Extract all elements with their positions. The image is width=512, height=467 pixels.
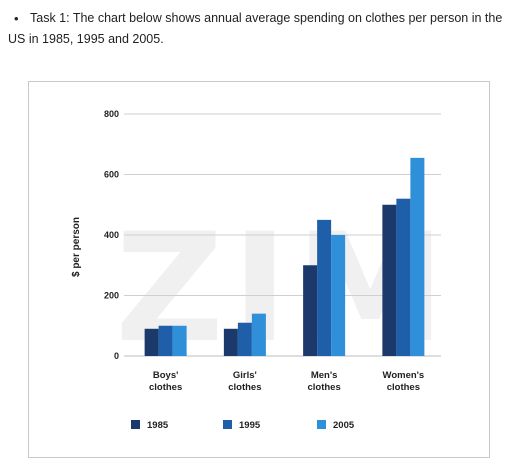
y-tick-label: 800 (104, 109, 119, 119)
bar-2005 (251, 313, 266, 356)
bar-1985 (144, 328, 159, 356)
x-tick-label: Women's clothes (383, 370, 425, 393)
y-tick-label: 400 (104, 230, 119, 240)
bullet-icon: • (14, 11, 19, 26)
task-line-1: Task 1: The chart below shows annual ave… (30, 11, 503, 25)
legend-label-2005: 2005 (333, 420, 355, 431)
bar-2005 (172, 325, 187, 356)
task-text: Task 1: The chart below shows annual ave… (8, 8, 504, 50)
legend-swatch-1985 (131, 420, 140, 429)
y-tick-label: 0 (114, 351, 119, 361)
legend-swatch-1995 (223, 420, 232, 429)
bar-1985 (303, 265, 318, 356)
bar-1995 (237, 322, 252, 356)
legend-label-1995: 1995 (239, 420, 261, 431)
chart-frame: ZIM 0 200 400 600 800 $ per person Boys' clothes… (28, 81, 490, 458)
bar-1985 (382, 204, 397, 356)
y-axis-label: $ per person (71, 217, 82, 277)
bar-2005 (410, 157, 425, 356)
bar-2005 (331, 235, 346, 356)
task-line-2: US in 1985, 1995 and 2005. (8, 32, 164, 46)
x-tick-label: Men's clothes (307, 370, 340, 393)
bar-1995 (317, 219, 332, 356)
task-description: • Task 1: The chart below shows annual a… (8, 8, 504, 50)
bar-1995 (158, 325, 173, 356)
x-tick-label: Girls' clothes (228, 370, 261, 393)
legend-label-1985: 1985 (147, 420, 169, 431)
legend-swatch-2005 (317, 420, 326, 429)
y-tick-label: 200 (104, 291, 119, 301)
bar-1985 (223, 328, 238, 356)
x-tick-label: Boys' clothes (149, 370, 182, 393)
bar-1995 (396, 198, 411, 356)
y-tick-label: 600 (104, 170, 119, 180)
